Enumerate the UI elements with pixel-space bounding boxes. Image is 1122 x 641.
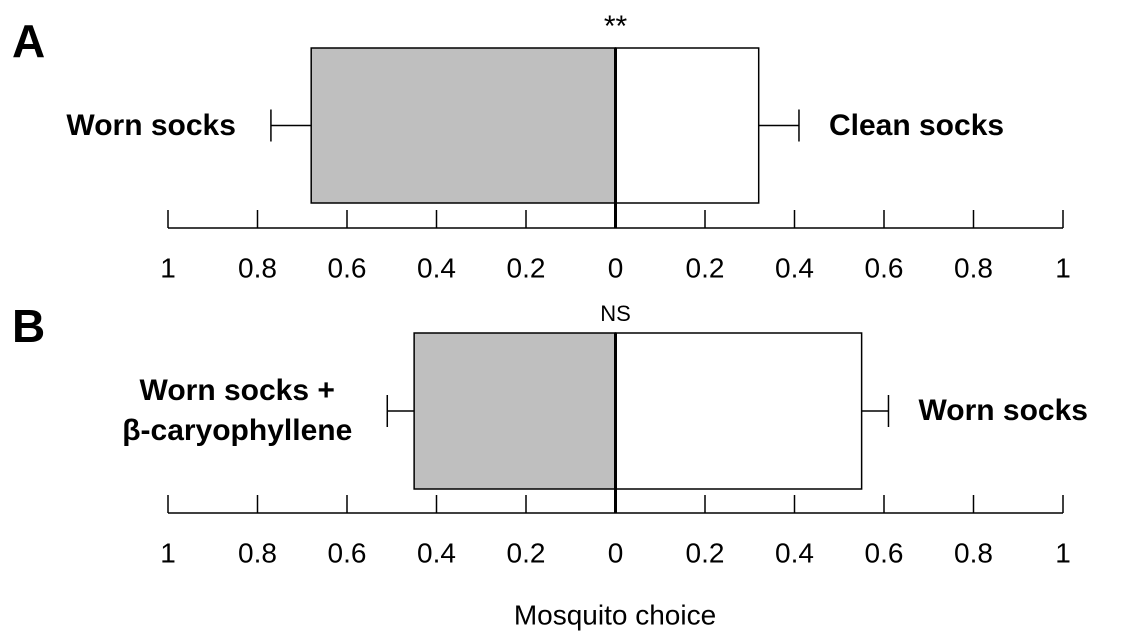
- significance: **: [604, 10, 628, 43]
- x-tick-label: 0.6: [328, 537, 367, 568]
- x-tick-label: 0.6: [328, 252, 367, 283]
- bar: [614, 332, 863, 490]
- series-label: Worn socks: [66, 108, 236, 142]
- significance: NS: [600, 301, 631, 326]
- x-tick-label: 0.2: [686, 252, 725, 283]
- x-tick-label: 0.4: [417, 537, 456, 568]
- series-label: Clean socks: [828, 108, 1005, 142]
- series-label: Worn socks + β-caryophyllene: [122, 374, 353, 447]
- x-tick-label: 0.2: [507, 252, 546, 283]
- x-tick-label: 0.4: [775, 537, 814, 568]
- bar: [413, 332, 617, 490]
- bar: [614, 47, 760, 204]
- bar: [310, 47, 617, 204]
- x-tick-label: 0.6: [865, 252, 904, 283]
- x-tick-label: 0.4: [417, 252, 456, 283]
- x-tick-label: 0.8: [238, 537, 277, 568]
- x-tick-label: 0: [608, 252, 624, 283]
- x-axis-label: Mosquito choice: [514, 599, 716, 630]
- x-tick-label: 0.8: [954, 537, 993, 568]
- x-tick-label: 0.8: [238, 252, 277, 283]
- x-tick-label: 0.2: [507, 537, 546, 568]
- x-tick-label: 0.6: [865, 537, 904, 568]
- panel-letter: A: [12, 15, 45, 67]
- x-tick-label: 1: [1055, 537, 1071, 568]
- x-tick-label: 0.4: [775, 252, 814, 283]
- x-tick-label: 1: [160, 537, 176, 568]
- x-tick-label: 0.8: [954, 252, 993, 283]
- x-tick-label: 1: [1055, 252, 1071, 283]
- series-label: Worn socks: [918, 394, 1088, 427]
- x-tick-label: 0.2: [686, 537, 725, 568]
- x-tick-label: 1: [160, 252, 176, 283]
- panel-letter: B: [12, 300, 45, 352]
- x-tick-label: 0: [608, 537, 624, 568]
